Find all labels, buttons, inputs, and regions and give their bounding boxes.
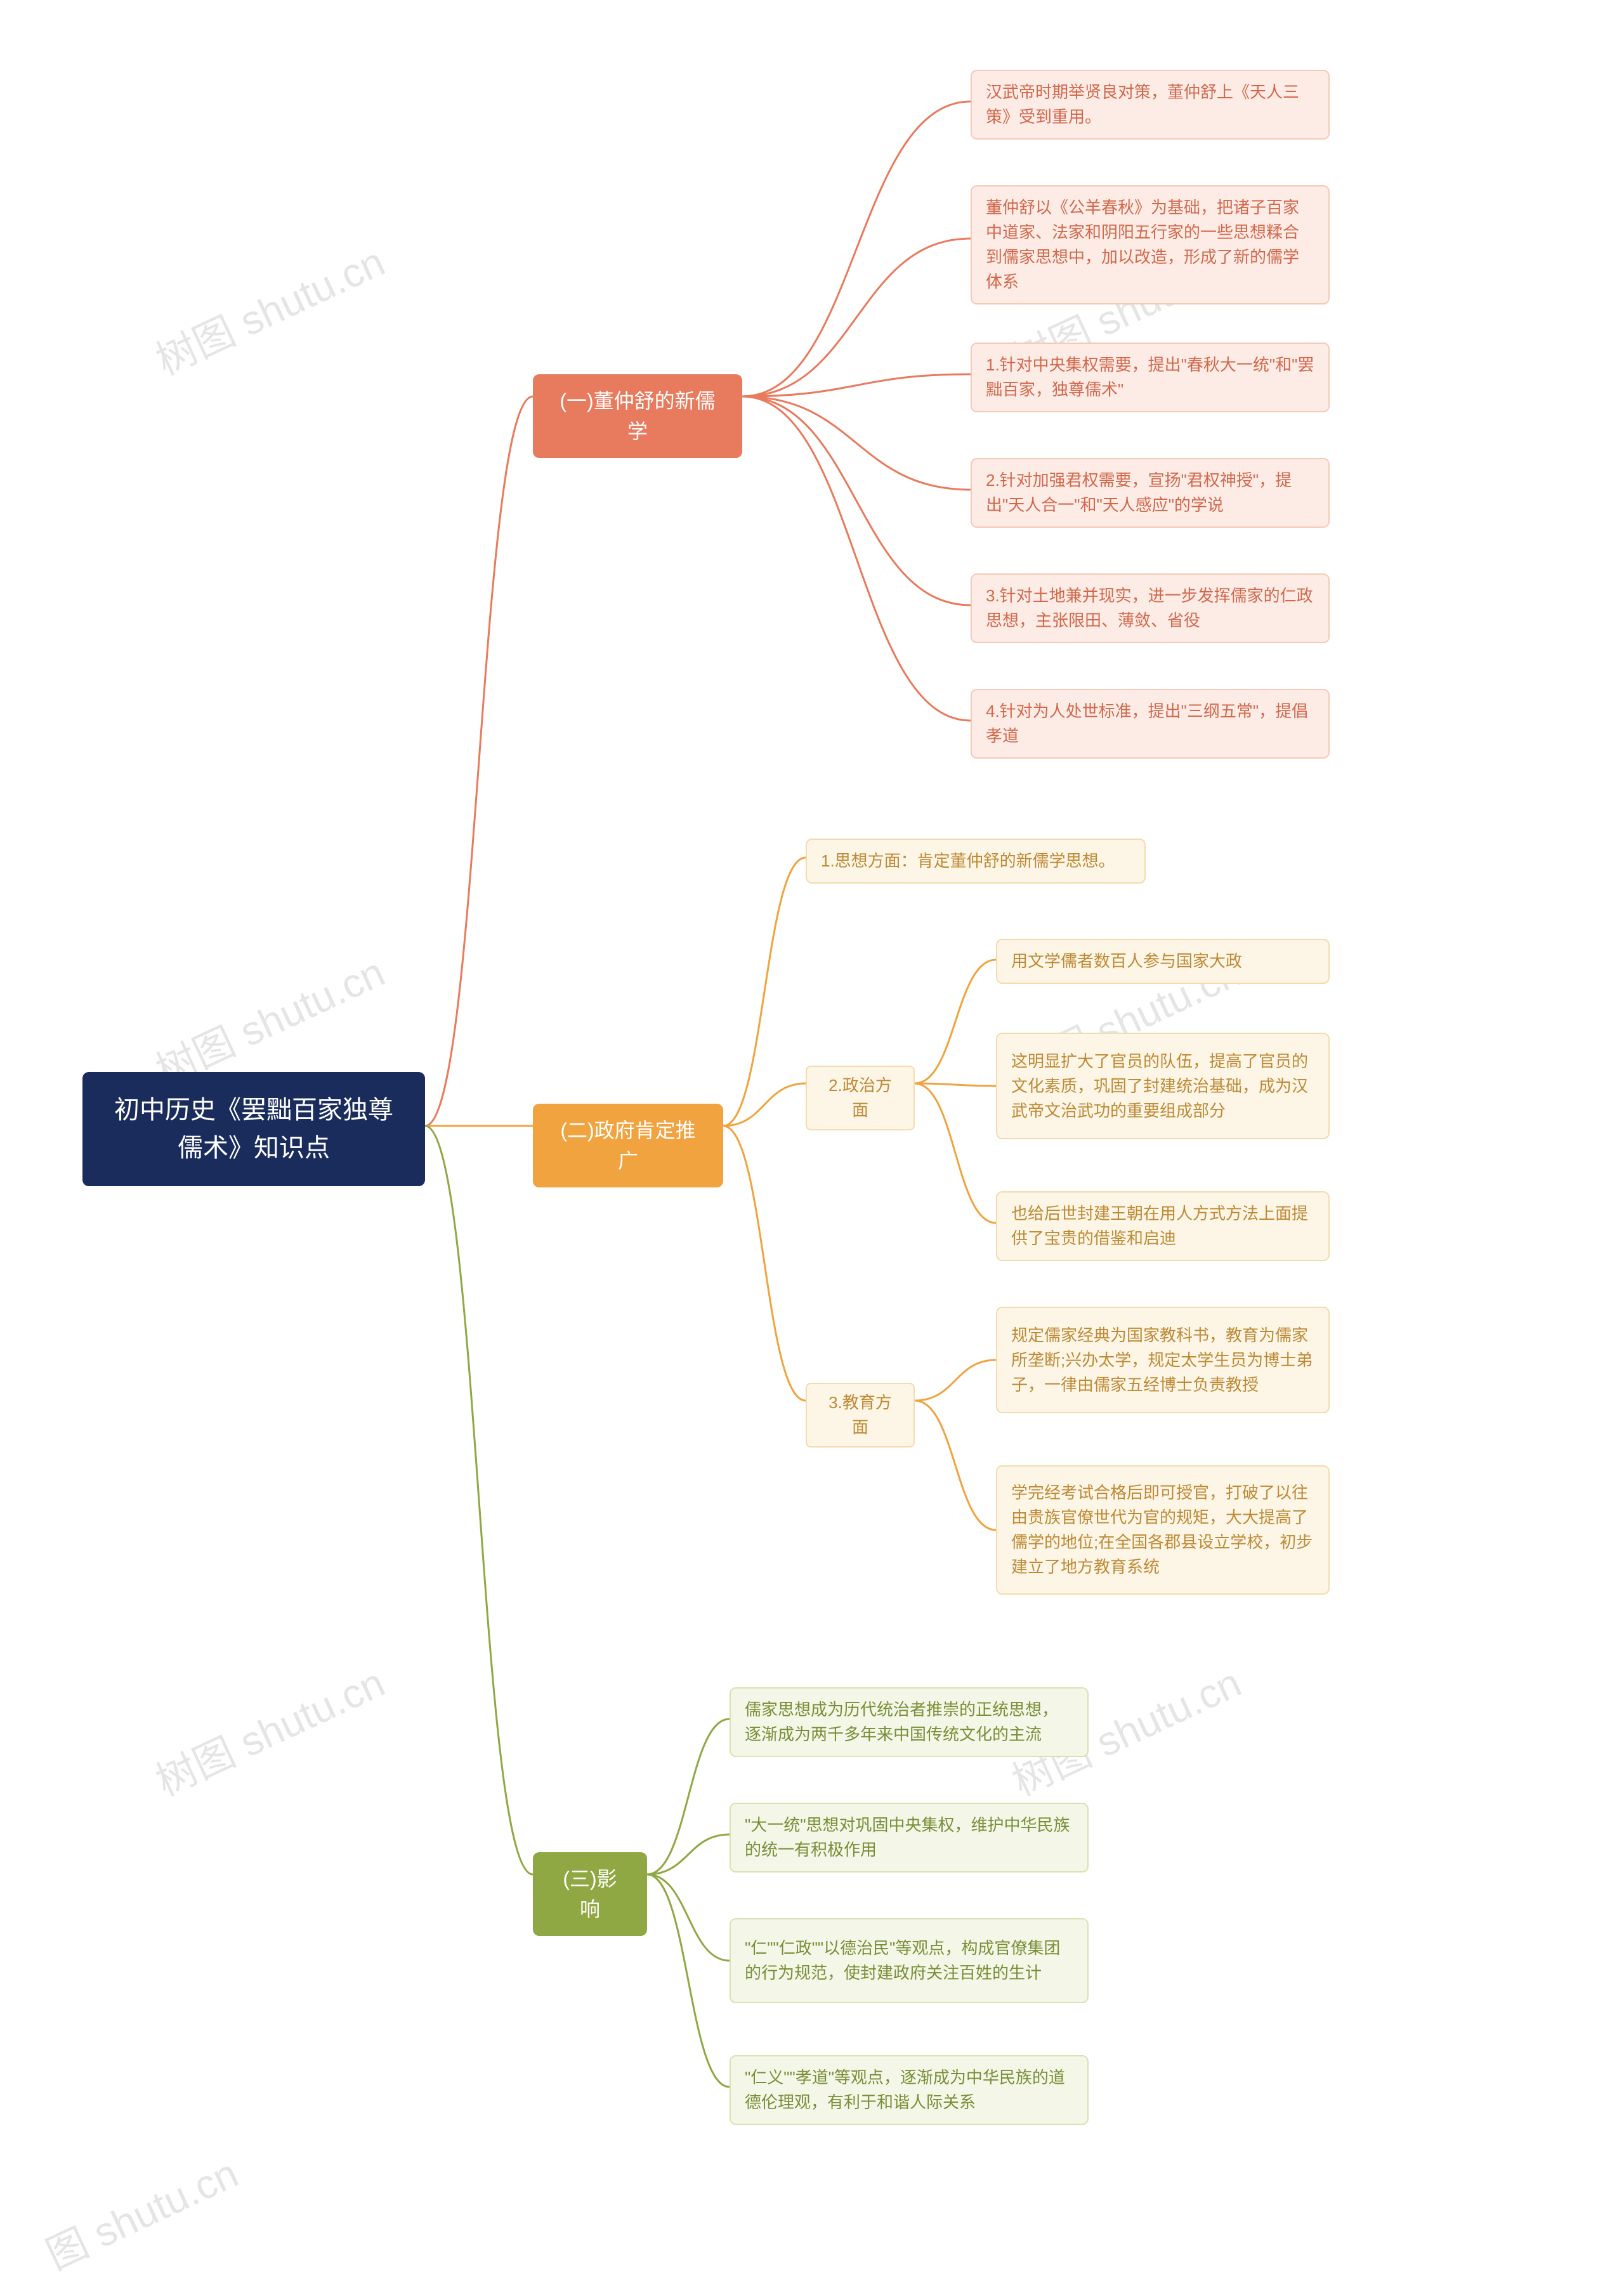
node-text: 也给后世封建王朝在用人方式方法上面提供了宝贵的借鉴和启迪 <box>1011 1201 1314 1251</box>
node-text: 初中历史《罢黜百家独尊 儒术》知识点 <box>114 1091 393 1167</box>
branch-node: (二)政府肯定推广 <box>533 1104 723 1187</box>
node-text: 儒家思想成为历代统治者推崇的正统思想，逐渐成为两千多年来中国传统文化的主流 <box>745 1697 1073 1747</box>
node-text: 用文学儒者数百人参与国家大政 <box>1011 949 1242 974</box>
root-node: 初中历史《罢黜百家独尊 儒术》知识点 <box>82 1072 425 1186</box>
node-text: 1.针对中央集权需要，提出"春秋大一统"和"罢黜百家，独尊儒术" <box>986 353 1314 402</box>
watermark: 图 shutu.cn <box>36 2141 246 2281</box>
node-text: 4.针对为人处世标准，提出"三纲五常"，提倡孝道 <box>986 699 1314 748</box>
node-text: 学完经考试合格后即可授官，打破了以往由贵族官僚世代为官的规矩，大大提高了儒学的地… <box>1011 1480 1314 1579</box>
node-text: 董仲舒以《公羊春秋》为基础，把诸子百家中道家、法家和阴阳五行家的一些思想糅合到儒… <box>986 195 1314 294</box>
node-text: 规定儒家经典为国家教科书，教育为儒家所垄断;兴办太学，规定太学生员为博士弟子，一… <box>1011 1323 1314 1397</box>
leaf-node: 学完经考试合格后即可授官，打破了以往由贵族官僚世代为官的规矩，大大提高了儒学的地… <box>996 1465 1330 1595</box>
leaf-node: 汉武帝时期举贤良对策，董仲舒上《天人三策》受到重用。 <box>971 70 1330 140</box>
node-text: "大一统"思想对巩固中央集权，维护中华民族的统一有积极作用 <box>745 1813 1073 1862</box>
branch-node: (一)董仲舒的新儒学 <box>533 374 742 458</box>
leaf-node: 用文学儒者数百人参与国家大政 <box>996 939 1330 984</box>
leaf-node: "仁""仁政""以德治民"等观点，构成官僚集团的行为规范，使封建政府关注百姓的生… <box>730 1918 1089 2003</box>
node-text: "仁""仁政""以德治民"等观点，构成官僚集团的行为规范，使封建政府关注百姓的生… <box>745 1936 1073 1985</box>
node-text: 2.政治方面 <box>821 1073 900 1123</box>
node-text: "仁义""孝道"等观点，逐渐成为中华民族的道德伦理观，有利于和谐人际关系 <box>745 2065 1073 2115</box>
node-text: 1.思想方面：肯定董仲舒的新儒学思想。 <box>821 849 1115 873</box>
leaf-node: 规定儒家经典为国家教科书，教育为儒家所垄断;兴办太学，规定太学生员为博士弟子，一… <box>996 1307 1330 1413</box>
node-text: 2.针对加强君权需要，宣扬"君权神授"，提出"天人合一"和"天人感应"的学说 <box>986 468 1314 518</box>
node-text: 3.教育方面 <box>821 1390 900 1440</box>
leaf-node: "大一统"思想对巩固中央集权，维护中华民族的统一有积极作用 <box>730 1803 1089 1873</box>
leaf-node: 1.针对中央集权需要，提出"春秋大一统"和"罢黜百家，独尊儒术" <box>971 343 1330 412</box>
sub-node: 3.教育方面 <box>806 1383 915 1448</box>
watermark: 树图 shutu.cn <box>145 1650 393 1807</box>
node-text: 汉武帝时期举贤良对策，董仲舒上《天人三策》受到重用。 <box>986 80 1314 129</box>
branch-node: (三)影响 <box>533 1852 647 1936</box>
leaf-node: 4.针对为人处世标准，提出"三纲五常"，提倡孝道 <box>971 689 1330 759</box>
node-text: (二)政府肯定推广 <box>554 1115 702 1176</box>
node-text: 这明显扩大了官员的队伍，提高了官员的文化素质，巩固了封建统治基础，成为汉武帝文治… <box>1011 1049 1314 1123</box>
leaf-node: 这明显扩大了官员的队伍，提高了官员的文化素质，巩固了封建统治基础，成为汉武帝文治… <box>996 1033 1330 1139</box>
watermark: 树图 shutu.cn <box>145 230 393 386</box>
node-text: (一)董仲舒的新儒学 <box>554 386 721 447</box>
leaf-node: 儒家思想成为历代统治者推崇的正统思想，逐渐成为两千多年来中国传统文化的主流 <box>730 1687 1089 1757</box>
node-text: 3.针对土地兼并现实，进一步发挥儒家的仁政思想，主张限田、薄敛、省役 <box>986 584 1314 633</box>
leaf-node: 董仲舒以《公羊春秋》为基础，把诸子百家中道家、法家和阴阳五行家的一些思想糅合到儒… <box>971 185 1330 304</box>
sub-node: 2.政治方面 <box>806 1066 915 1130</box>
leaf-node: 3.针对土地兼并现实，进一步发挥儒家的仁政思想，主张限田、薄敛、省役 <box>971 573 1330 643</box>
leaf-node: 2.针对加强君权需要，宣扬"君权神授"，提出"天人合一"和"天人感应"的学说 <box>971 458 1330 528</box>
mindmap-canvas: 树图 shutu.cn树图 shutu.cn树图 shutu.cn树图 shut… <box>0 0 1624 2265</box>
leaf-node: "仁义""孝道"等观点，逐渐成为中华民族的道德伦理观，有利于和谐人际关系 <box>730 2055 1089 2125</box>
leaf-node: 也给后世封建王朝在用人方式方法上面提供了宝贵的借鉴和启迪 <box>996 1191 1330 1261</box>
node-text: (三)影响 <box>554 1864 625 1925</box>
leaf-node: 1.思想方面：肯定董仲舒的新儒学思想。 <box>806 839 1146 884</box>
